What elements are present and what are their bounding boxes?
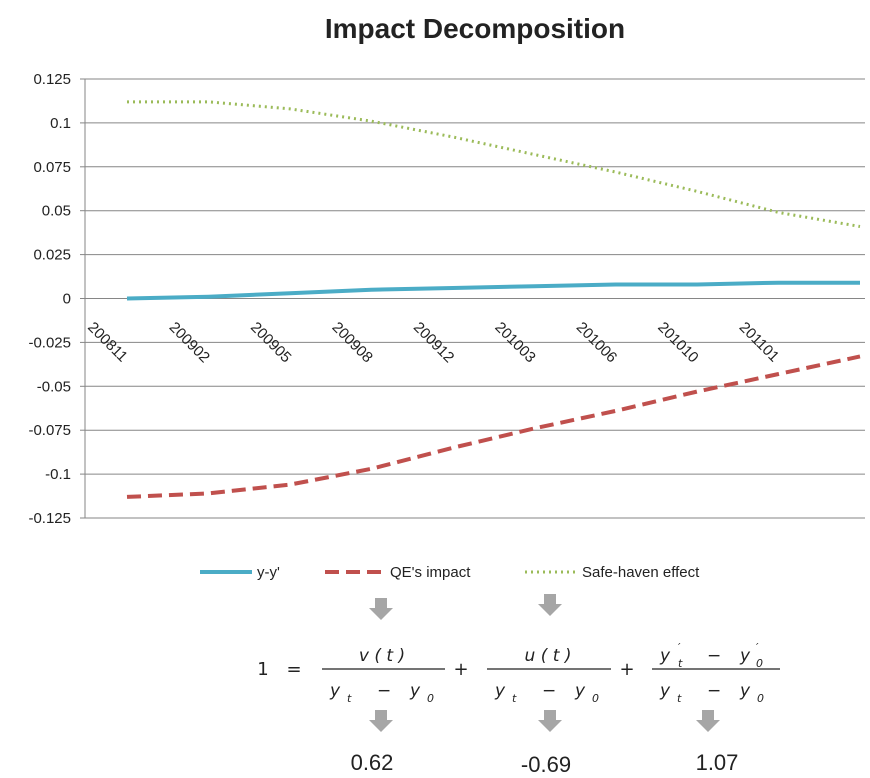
token: y bbox=[739, 646, 751, 666]
y-tick-label: 0.05 bbox=[42, 203, 71, 220]
numerator: v ( t ) bbox=[359, 646, 405, 666]
token: − bbox=[707, 681, 721, 701]
formula-equals: = bbox=[286, 659, 301, 680]
token: 0 bbox=[427, 692, 434, 705]
chart-title: Impact Decomposition bbox=[325, 13, 625, 44]
y-tick-label: 0.1 bbox=[50, 115, 71, 132]
numerator: u ( t ) bbox=[525, 646, 572, 666]
legend-label: QE's impact bbox=[390, 564, 471, 581]
y-tick-label: -0.05 bbox=[37, 378, 71, 395]
token: y bbox=[329, 681, 341, 701]
arrow bbox=[538, 594, 562, 616]
numerator: y ′ t − y ′ 0 bbox=[659, 641, 763, 670]
token: y bbox=[659, 681, 671, 701]
formula-lhs: 1 bbox=[257, 659, 268, 680]
arrow bbox=[696, 710, 720, 732]
y-tick-label: 0 bbox=[63, 291, 71, 308]
token: t bbox=[347, 692, 352, 705]
y-tick-label: -0.1 bbox=[45, 466, 71, 483]
token: − bbox=[542, 681, 556, 701]
arrows bbox=[369, 594, 720, 732]
y-tick-label: -0.025 bbox=[28, 334, 71, 351]
result: -0.69 bbox=[521, 752, 571, 777]
token: y bbox=[659, 646, 671, 666]
result: 0.62 bbox=[351, 750, 394, 775]
token: − bbox=[377, 681, 391, 701]
token: t bbox=[677, 692, 682, 705]
arrow bbox=[369, 598, 393, 620]
series-line bbox=[126, 354, 861, 499]
y-tick-label: 0.075 bbox=[33, 159, 71, 176]
legend-label: Safe-haven effect bbox=[582, 564, 700, 581]
token: t bbox=[678, 657, 683, 670]
token: − bbox=[707, 646, 721, 666]
token: ′ bbox=[678, 641, 681, 654]
token: y bbox=[739, 681, 751, 701]
arrow bbox=[369, 710, 393, 732]
series-line bbox=[126, 280, 860, 301]
token: y bbox=[574, 681, 586, 701]
series-line bbox=[127, 100, 861, 228]
plot: 0.125 0.1 0.075 0.05 0.025 0 -0.025 -0.05 -0.075… bbox=[28, 71, 865, 527]
token: 0 bbox=[756, 657, 763, 670]
token: 0 bbox=[592, 692, 599, 705]
y-tick-label: 0.125 bbox=[33, 71, 71, 88]
formula-plus: + bbox=[619, 659, 634, 680]
token: ′ bbox=[756, 641, 759, 654]
result: 1.07 bbox=[696, 750, 739, 775]
y-tick-label: 0.025 bbox=[33, 247, 71, 264]
token: 0 bbox=[757, 692, 764, 705]
arrow bbox=[538, 710, 562, 732]
token: t bbox=[512, 692, 517, 705]
formula-plus: + bbox=[453, 659, 468, 680]
token: y bbox=[494, 681, 506, 701]
y-tick-label: -0.125 bbox=[28, 510, 71, 527]
y-tick-label: -0.075 bbox=[28, 422, 71, 439]
token: y bbox=[409, 681, 421, 701]
legend-label: y-y' bbox=[257, 564, 280, 581]
legend: y-y' QE's impact Safe-haven effect bbox=[200, 564, 700, 581]
